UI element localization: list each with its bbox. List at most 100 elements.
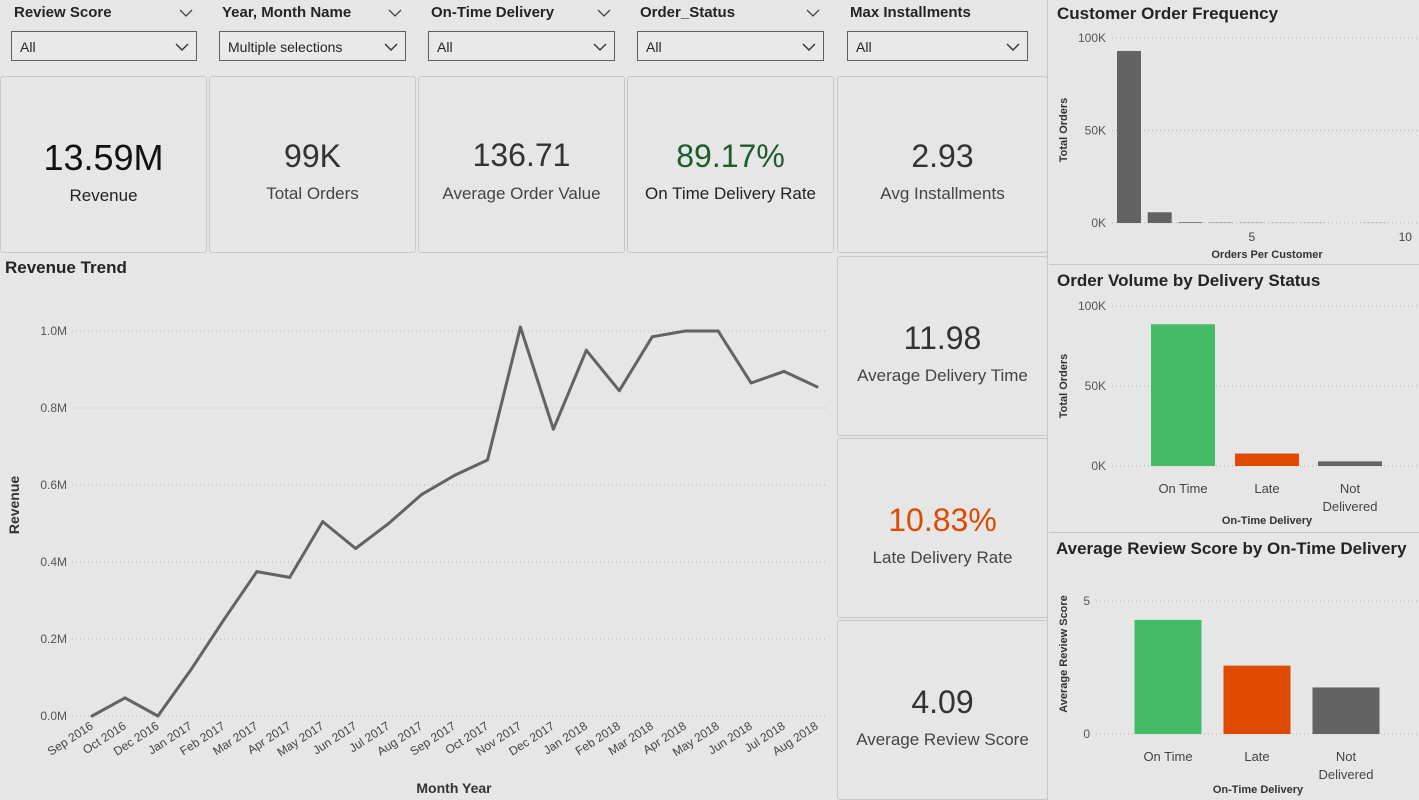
- kpi-value: 13.59M: [43, 137, 164, 178]
- data-point: [650, 335, 654, 339]
- data-point: [156, 714, 160, 718]
- y-tick-label: 0.2M: [40, 632, 67, 646]
- slicer-review-score: Review Score All: [11, 0, 197, 70]
- chevron-down-icon: [1006, 43, 1020, 51]
- data-point: [255, 570, 259, 574]
- slicer-dropdown[interactable]: All: [428, 31, 615, 61]
- y-axis-title: Revenue: [6, 476, 22, 535]
- y-tick-label: 50K: [1085, 379, 1106, 393]
- slicer-dropdown[interactable]: All: [847, 31, 1028, 61]
- data-point: [485, 458, 489, 462]
- kpi-label: Revenue: [69, 186, 138, 205]
- data-point: [815, 385, 819, 389]
- kpi-card-average-delivery-time: 11.98 Average Delivery Time: [837, 256, 1048, 436]
- slicer-dropdown[interactable]: All: [637, 31, 824, 61]
- slicer-dropdown[interactable]: Multiple selections: [219, 31, 406, 61]
- slicer-value: Multiple selections: [228, 39, 343, 55]
- slicer-title: On-Time Delivery: [431, 4, 555, 21]
- data-point: [518, 325, 522, 329]
- kpi-label: Avg Installments: [880, 184, 1005, 203]
- order-volume-chart: 0K 50K 100K On Time Late Not Delivered On-Time …: [1058, 299, 1418, 527]
- data-point: [420, 493, 424, 497]
- kpi-card-revenue: 13.59M Revenue: [0, 76, 207, 253]
- x-tick-label: Delivered: [1323, 499, 1378, 514]
- bar: [1147, 212, 1172, 223]
- delivery-status-title: Order Volume by Delivery Status: [1057, 271, 1321, 290]
- slicer-title: Max Installments: [850, 4, 971, 21]
- bar: [1223, 665, 1291, 734]
- chevron-down-icon[interactable]: [805, 5, 821, 21]
- slicer-year-month: Year, Month Name Multiple selections: [219, 0, 406, 70]
- chevron-down-icon: [802, 43, 816, 51]
- review-score-title: Average Review Score by On-Time Delivery: [1056, 539, 1407, 558]
- review-score-chart: 0 5 On Time Late Not Delivered On-Time Deliver…: [1058, 594, 1418, 796]
- y-tick-label: 100K: [1078, 299, 1106, 313]
- data-point: [387, 522, 391, 525]
- x-tick-label: On Time: [1143, 749, 1192, 764]
- kpi-value: 99K: [284, 138, 341, 174]
- y-tick-label: 0: [1083, 727, 1090, 741]
- data-point: [189, 668, 193, 672]
- slicer-value: All: [437, 39, 453, 55]
- kpi-card-total-orders: 99K Total Orders: [209, 76, 416, 253]
- data-point: [716, 329, 720, 333]
- slicer-value: All: [20, 39, 36, 55]
- y-tick-label: 50K: [1085, 124, 1106, 138]
- slicer-order-status: Order_Status All: [637, 0, 824, 70]
- data-point: [288, 575, 292, 579]
- data-point: [123, 696, 127, 700]
- slicer-title: Year, Month Name: [222, 4, 352, 21]
- x-tick-label: 5: [1248, 230, 1255, 244]
- kpi-value: 2.93: [911, 138, 974, 174]
- kpi-value: 89.17%: [676, 138, 785, 174]
- slicer-value: All: [646, 39, 662, 55]
- revenue-trend-title: Revenue Trend: [5, 258, 127, 277]
- x-axis-title: Month Year: [416, 780, 492, 796]
- slicer-dropdown[interactable]: All: [11, 31, 197, 61]
- data-point: [617, 389, 621, 393]
- bar: [1117, 50, 1141, 224]
- kpi-label: Late Delivery Rate: [872, 548, 1013, 567]
- slicer-title: Review Score: [14, 4, 112, 21]
- bar: [1178, 222, 1203, 223]
- revenue-line: [91, 325, 818, 718]
- kpi-card-on-time-delivery-rate: 89.17% On Time Delivery Rate: [627, 76, 834, 253]
- divider: [1049, 532, 1419, 533]
- chevron-down-icon: [593, 43, 607, 51]
- customer-order-frequency-title: Customer Order Frequency: [1057, 4, 1279, 23]
- data-point: [453, 473, 456, 477]
- kpi-value: 136.71: [472, 137, 571, 173]
- y-tick-label: 5: [1083, 594, 1090, 608]
- y-axis-title: Total Orders: [1058, 98, 1070, 163]
- kpi-card-avg-installments: 2.93 Avg Installments: [837, 76, 1048, 253]
- chevron-down-icon[interactable]: [596, 5, 612, 21]
- kpi-label: Average Order Value: [442, 184, 601, 203]
- bar: [1134, 619, 1202, 734]
- kpi-value: 10.83%: [888, 502, 997, 538]
- y-tick-label: 0.0M: [40, 709, 67, 723]
- y-tick-label: 0K: [1091, 459, 1106, 473]
- data-point: [551, 427, 555, 431]
- x-tick-label: Not: [1336, 749, 1357, 764]
- x-tick-label: Late: [1244, 749, 1269, 764]
- data-point: [321, 520, 325, 524]
- chevron-down-icon[interactable]: [387, 5, 403, 21]
- kpi-label: Total Orders: [266, 184, 359, 203]
- y-tick-label: 0.8M: [40, 401, 67, 415]
- bar: [1235, 453, 1299, 466]
- data-point: [90, 714, 94, 718]
- x-tick-label: Delivered: [1319, 767, 1374, 782]
- kpi-value: 11.98: [903, 320, 982, 356]
- kpi-value: 4.09: [911, 684, 974, 720]
- slicer-max-installments: Max Installments All: [847, 0, 1028, 70]
- x-axis-title: On-Time Delivery: [1222, 515, 1313, 527]
- kpi-label: Average Review Score: [856, 730, 1029, 749]
- kpi-card-average-order-value: 136.71 Average Order Value: [418, 76, 625, 253]
- y-axis-title: Average Review Score: [1058, 595, 1070, 713]
- y-tick-label: 0.4M: [40, 555, 67, 569]
- data-point: [683, 329, 687, 333]
- x-tick-label: 10: [1399, 230, 1413, 244]
- customer-order-frequency-chart: 0K 50K 100K 5 10 Orders Per Customer Total Ord…: [1058, 31, 1418, 261]
- chevron-down-icon[interactable]: [178, 5, 194, 21]
